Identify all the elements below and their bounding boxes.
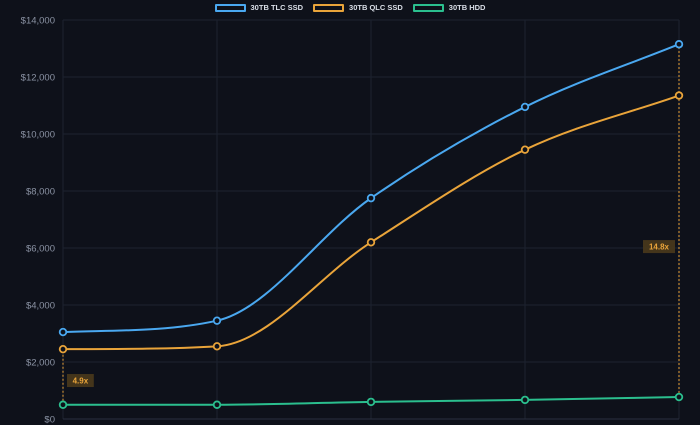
legend-label-tlc-ssd: 30TB TLC SSD	[250, 3, 304, 12]
data-point	[212, 316, 222, 325]
data-point	[674, 40, 684, 49]
data-point	[58, 400, 68, 409]
legend-item-tlc-ssd[interactable]: 30TB TLC SSD	[214, 3, 304, 12]
data-point	[520, 102, 530, 112]
y-tick-label: $6,000	[26, 244, 55, 255]
annotation-label-bg	[67, 374, 94, 388]
data-point	[674, 91, 684, 100]
legend-item-qlc-ssd[interactable]: 30TB QLC SSD	[313, 3, 403, 12]
data-point	[674, 392, 684, 402]
y-tick-label: $14,000	[21, 16, 55, 27]
data-point	[366, 193, 376, 203]
data-point	[366, 238, 376, 247]
legend-swatch-qlc-ssd	[313, 3, 345, 12]
annotation-label: 14.8x	[649, 243, 670, 252]
data-point	[520, 145, 530, 154]
legend: 30TB TLC SSD 30TB QLC SSD 30TB HDD	[0, 3, 700, 12]
data-point	[58, 327, 68, 337]
data-point	[212, 342, 222, 351]
y-tick-label: $4,000	[26, 301, 55, 312]
y-tick-label: $10,000	[21, 130, 55, 141]
annotation-label-bg	[643, 240, 675, 254]
y-tick-label: $12,000	[21, 73, 55, 84]
data-point	[212, 400, 222, 409]
legend-label-hdd: 30TB HDD	[448, 3, 486, 12]
legend-label-qlc-ssd: 30TB QLC SSD	[349, 3, 403, 12]
y-tick-label: $0	[44, 415, 55, 425]
legend-item-hdd[interactable]: 30TB HDD	[412, 3, 486, 12]
legend-swatch-hdd	[412, 3, 444, 12]
data-point	[58, 344, 68, 354]
y-tick-label: $8,000	[26, 187, 55, 198]
data-point	[520, 395, 530, 405]
legend-swatch-tlc-ssd	[214, 3, 246, 12]
annotation-label: 4.9x	[73, 377, 89, 386]
data-point	[366, 397, 376, 407]
y-tick-label: $2,000	[26, 358, 55, 369]
